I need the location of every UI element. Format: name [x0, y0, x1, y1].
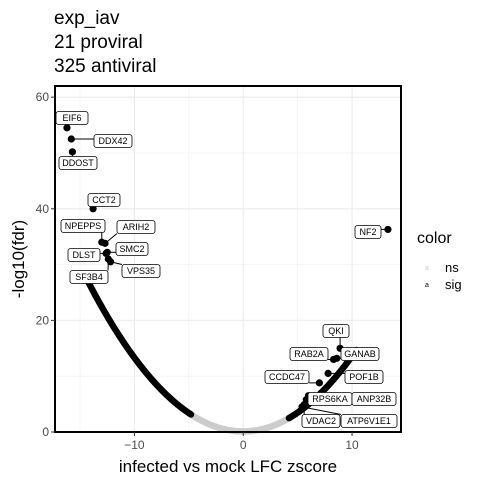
gene-label-ccdc47: CCDC47	[269, 372, 305, 382]
label-box-atp6v1e1	[340, 414, 398, 428]
label-box-ddx42	[93, 134, 133, 148]
y-tick-label-0: 0	[42, 425, 49, 439]
label-box-vps35	[121, 264, 161, 278]
gene-label-ddost: DDOST	[62, 158, 94, 168]
gene-label-ganab: GANAB	[344, 349, 376, 359]
label-box-vdac2	[301, 414, 341, 428]
data-points	[63, 124, 392, 435]
gene-label-vdac2: VDAC2	[306, 416, 336, 426]
gene-label-sf3b4: SF3B4	[75, 272, 103, 282]
label-box-cct2	[87, 193, 121, 207]
label-box-qki	[322, 324, 350, 338]
gene-label-cct2: CCT2	[92, 195, 116, 205]
x-tick-label-2: 10	[345, 438, 359, 452]
label-box-ccdc47	[264, 370, 310, 384]
title-line-0: exp_iav	[54, 8, 120, 29]
legend-label-ns: ns	[445, 260, 459, 275]
gene-label-qki: QKI	[328, 326, 344, 336]
leader-vps35	[110, 261, 123, 265]
x-axis-title: infected vs mock LFC zscore	[119, 457, 337, 476]
legend-title: color	[417, 230, 452, 247]
y-tick-label-3: 60	[36, 90, 50, 104]
label-box-arih2	[116, 220, 156, 234]
gene-label-eif6: EIF6	[62, 113, 81, 123]
label-box-ganab	[340, 347, 380, 361]
gene-labels: EIF6 DDX42 DDOST CCT2 NPEPPS ARIH2 SMC2 DLST VPS…	[55, 111, 398, 428]
gene-label-atp6v1e1: ATP6V1E1	[347, 416, 391, 426]
gene-label-npepps: NPEPPS	[65, 221, 102, 231]
point-eif6	[63, 124, 71, 132]
chart-title: exp_iav 21 proviral 325 antiviral	[54, 8, 156, 77]
legend-key-ns: a	[425, 265, 429, 272]
axis-ticks: −10 0 10 0 20 40 60	[36, 90, 359, 452]
leader-atp6v1e1	[301, 406, 342, 415]
label-leaders	[71, 138, 388, 415]
gene-label-smc2: SMC2	[119, 244, 144, 254]
legend: color a ns a sig	[417, 230, 462, 292]
title-line-1: 21 proviral	[54, 32, 143, 53]
y-tick-label-1: 20	[36, 313, 50, 327]
label-box-anp32b	[351, 392, 397, 406]
plot-panel-border	[54, 85, 402, 433]
leader-arih2	[104, 233, 118, 244]
gene-label-dlst: DLST	[72, 250, 96, 260]
label-box-npepps	[60, 219, 106, 233]
x-tick-label-1: 0	[240, 438, 247, 452]
gene-label-anp32b: ANP32B	[357, 394, 392, 404]
label-box-nf2	[354, 225, 382, 239]
y-tick-label-2: 40	[36, 202, 50, 216]
label-box-ddost	[58, 156, 98, 170]
title-line-2: 325 antiviral	[54, 56, 156, 77]
label-box-pof1b	[344, 370, 384, 384]
x-tick-label-0: −10	[124, 438, 145, 452]
gene-label-rab2a: RAB2A	[294, 349, 324, 359]
point-cct2	[89, 205, 97, 213]
point-ddost	[68, 148, 77, 156]
gene-label-arih2: ARIH2	[123, 222, 150, 232]
label-box-rab2a	[289, 347, 329, 361]
y-axis-title: -log10(fdr)	[9, 220, 28, 298]
label-box-smc2	[115, 242, 149, 256]
label-box-dlst	[67, 248, 101, 262]
gene-label-rps6ka: RPS6KA	[312, 394, 348, 404]
point-sig-left-194	[187, 411, 195, 418]
gene-label-nf2: NF2	[359, 227, 376, 237]
legend-key-sig: a	[425, 282, 429, 289]
gene-label-ddx42: DDX42	[98, 136, 127, 146]
legend-label-sig: sig	[445, 277, 462, 292]
gene-label-pof1b: POF1B	[349, 372, 379, 382]
label-box-sf3b4	[69, 270, 109, 284]
gene-label-vps35: VPS35	[127, 266, 155, 276]
